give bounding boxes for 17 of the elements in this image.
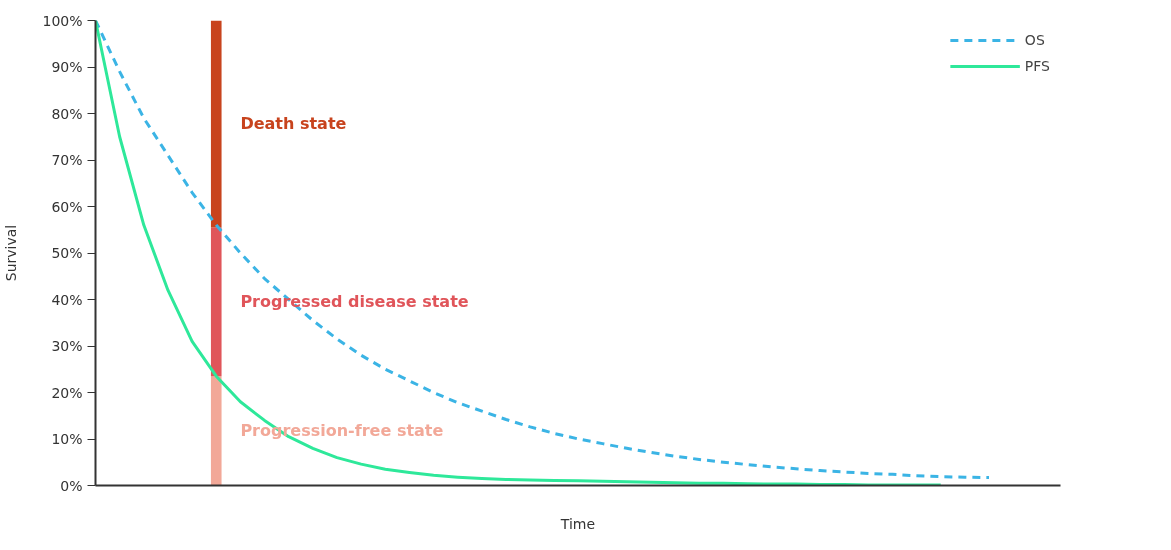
y-tick-label: 10% (51, 431, 83, 447)
legend-label: PFS (1024, 58, 1050, 74)
x-axis-title: Time (559, 515, 596, 532)
y-tick-label: 80% (51, 105, 83, 122)
y-axis-title: Survival (3, 224, 20, 282)
series-label: Death state (240, 114, 347, 134)
y-tick-label: 60% (51, 198, 83, 215)
y-tick-label: 40% (51, 291, 83, 308)
y-tick-label: 0% (60, 477, 83, 494)
legend-label: OS (1024, 32, 1045, 48)
y-tick-label: 70% (51, 152, 83, 168)
y-tick-label: 50% (51, 245, 83, 261)
y-tick-label: 100% (42, 12, 83, 29)
y-tick-label: 90% (51, 59, 83, 75)
y-tick-label: 20% (51, 384, 83, 401)
series-label: Progressed disease state (240, 292, 469, 312)
y-tick-label: 30% (51, 338, 83, 354)
